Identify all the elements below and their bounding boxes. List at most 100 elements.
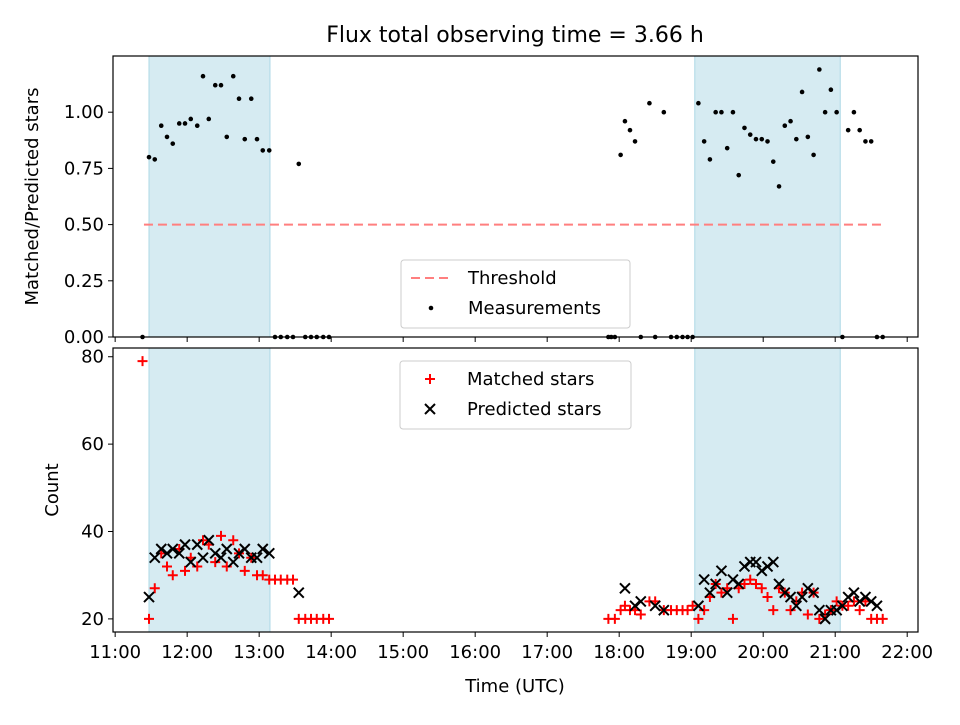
predicted-star-point [635, 595, 647, 608]
matched-star-point [257, 570, 268, 581]
measurement-point [868, 139, 874, 144]
matched-star-point [288, 574, 299, 585]
x-tick-label: 11:00 [89, 642, 141, 663]
x-tick-label: 19:00 [665, 642, 717, 663]
legend: Matched stars Predicted stars [399, 360, 632, 430]
legend-box [400, 259, 631, 329]
measurement-point [627, 127, 633, 133]
measurement-point [188, 116, 194, 122]
y-axis-label: Matched/Predicted stars [22, 88, 43, 306]
predicted-star-point [167, 543, 179, 555]
measurement-point [254, 136, 260, 142]
measurement-point [164, 134, 170, 140]
measurement-point [146, 154, 152, 160]
measurement-point [719, 109, 724, 115]
measurement-point [266, 148, 272, 153]
matched-star-point [877, 613, 888, 624]
measurement-point [200, 73, 206, 79]
measurement-point [622, 118, 628, 124]
measurement-point [794, 136, 799, 142]
legend-label: Matched stars [467, 369, 594, 390]
measurement-point [296, 161, 302, 167]
measurement-point [742, 125, 747, 131]
measurement-point [618, 152, 623, 158]
predicted-star-point [293, 586, 305, 599]
measurement-point [747, 132, 753, 137]
matched-star-point [831, 596, 842, 607]
x-tick-label: 13:00 [233, 642, 285, 663]
measurement-point [218, 82, 224, 88]
matched-star-point [854, 605, 865, 616]
measurement-point [230, 73, 236, 79]
matched-star-point [750, 578, 761, 589]
y-tick-label: 20 [81, 609, 104, 630]
measurement-point [158, 123, 164, 128]
predicted-star-point [796, 591, 808, 603]
predicted-star-point [790, 600, 803, 612]
legend-matched-swatch [425, 374, 435, 384]
measurement-point [834, 109, 839, 115]
measurement-point [224, 134, 230, 140]
measurement-point [759, 136, 765, 142]
measurement-point [170, 141, 176, 146]
measurement-point [206, 116, 212, 122]
y-tick-label: 0.00 [64, 327, 104, 348]
matched-star-point [162, 561, 173, 572]
matched-star-point [167, 570, 178, 581]
y-tick-label: 1.00 [64, 102, 104, 123]
x-tick-label: 16:00 [449, 642, 501, 663]
matched-star-point [239, 565, 250, 576]
measurement-point [701, 139, 707, 144]
x-tick-label: 20:00 [737, 642, 789, 663]
measurement-point [632, 139, 638, 144]
predicted-star-point [215, 552, 227, 564]
x-tick-label: 12:00 [161, 642, 213, 663]
y-tick-label: 60 [81, 434, 104, 455]
measurement-point [857, 127, 862, 133]
predicted-star-point [704, 586, 716, 599]
plot-frame [112, 55, 919, 338]
legend-label: Threshold [467, 268, 557, 289]
matched-star-point [848, 596, 859, 607]
predicted-star-point [848, 586, 860, 599]
predicted-star-point [203, 534, 215, 546]
measurement-point [770, 159, 776, 164]
matched-star-point [682, 605, 693, 616]
predicted-star-point [149, 552, 161, 564]
measurement-point [661, 109, 667, 115]
measurement-point [851, 109, 857, 115]
measurement-point [765, 139, 770, 144]
ratio-panel: 0.00 0.25 0.50 0.75 1.00 Matched/Predicted st… [22, 55, 919, 348]
measurement-point [782, 123, 788, 128]
predicted-star-point [658, 604, 670, 616]
measurement-point [788, 118, 793, 124]
predicted-star-point [871, 600, 883, 612]
matched-star-point [324, 613, 335, 624]
y-tick-label: 0.75 [64, 158, 104, 179]
predicted-star-point [709, 578, 722, 590]
predicted-star-point [227, 556, 239, 568]
predicted-star-point [750, 556, 762, 568]
plot-frame [112, 347, 919, 633]
measurement-point [182, 121, 188, 126]
x-tick-label: 14:00 [305, 642, 357, 663]
measurement-point [242, 136, 248, 142]
predicted-star-point [191, 538, 203, 551]
matched-star-point [228, 535, 239, 546]
measurement-point [647, 100, 652, 106]
measurement-point [248, 96, 254, 102]
matched-star-point [843, 600, 854, 611]
legend: Threshold Measurements [400, 259, 631, 329]
measurement-point [212, 82, 218, 88]
predicted-star-point [692, 600, 705, 612]
matched-star-point [210, 557, 221, 568]
measurement-point [152, 157, 158, 162]
predicted-star-point [221, 543, 233, 555]
series-measurements [140, 67, 886, 340]
measurement-point [260, 148, 266, 153]
matched-star-point [716, 587, 727, 598]
x-tick-label: 22:00 [881, 642, 933, 663]
y-tick-label: 80 [81, 347, 104, 368]
measurement-point [799, 89, 805, 95]
